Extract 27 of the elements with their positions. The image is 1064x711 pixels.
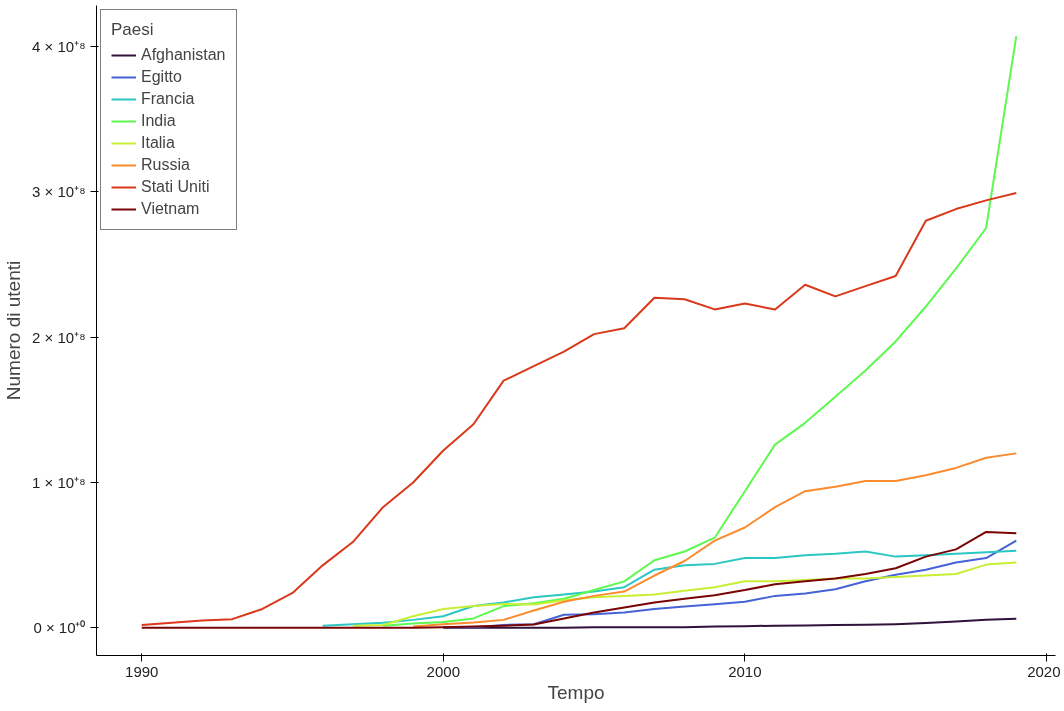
legend-label: India [141, 112, 176, 130]
line-series [140, 192, 1018, 626]
x-tick-label: 2020 [1027, 662, 1061, 680]
legend-label: Afghanistan [141, 46, 226, 64]
y-tick-label: 3 × 10⁺⁸ [32, 183, 86, 201]
line-series [351, 561, 1018, 627]
x-tick-label: 2000 [426, 662, 460, 680]
line-series [321, 549, 1018, 627]
y-tick-label: 0 × 10⁺⁰ [33, 619, 86, 637]
legend-title: Paesi [111, 20, 155, 40]
legend-label: Stati Uniti [141, 178, 210, 196]
y-tick-label: 4 × 10⁺⁸ [32, 37, 86, 55]
x-axis-title: Tempo [547, 681, 605, 703]
y-tick-label: 1 × 10⁺⁸ [32, 473, 86, 491]
y-axis-title: Numero di utenti [3, 260, 25, 401]
line-series [140, 530, 1018, 629]
x-tick-label: 2010 [728, 662, 762, 680]
y-tick-label: 2 × 10⁺⁸ [32, 328, 86, 346]
line-series [442, 617, 1018, 629]
legend-label: Francia [141, 90, 195, 108]
line-series [381, 35, 1018, 627]
line-series [412, 452, 1018, 628]
legend-label: Vietnam [141, 200, 200, 218]
legend-label: Italia [141, 134, 175, 152]
legend-label: Russia [141, 156, 190, 174]
legend-label: Egitto [141, 68, 182, 86]
x-tick-label: 1990 [125, 662, 159, 680]
